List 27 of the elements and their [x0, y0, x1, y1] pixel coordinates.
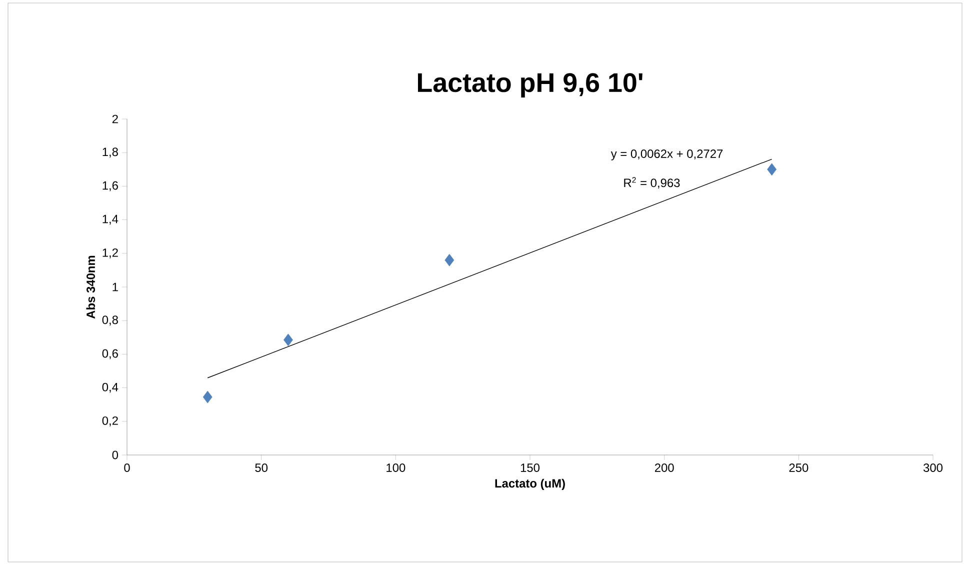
y-tick-label: 1,8: [102, 148, 118, 158]
x-tick-label: 0: [124, 464, 130, 472]
y-tick-label: 1,4: [102, 214, 118, 225]
y-tick-label: 0,8: [102, 316, 118, 326]
y-tick-label: 1: [112, 282, 118, 292]
y-tick-label: 1,2: [102, 248, 118, 258]
y-tick-label: 0,2: [102, 416, 118, 426]
y-tick-label: 2: [112, 114, 118, 124]
x-tick-label: 200: [654, 464, 674, 472]
point: [284, 334, 293, 346]
y-tick-label: 0,6: [102, 349, 118, 360]
x-tick-label: 150: [520, 464, 540, 472]
y-axis-title: Abs 340nm: [86, 256, 96, 319]
point: [444, 254, 454, 266]
annotation: R$^{2}$ = 0,963: [624, 177, 680, 189]
y-tick-label: 0: [112, 450, 118, 460]
x-tick-label: 250: [789, 464, 808, 472]
x-axis-title: Lactato (uM): [495, 478, 565, 490]
chart-title: Lactato pH 9,6 10': [418, 73, 642, 98]
point: [767, 163, 777, 176]
x-tick-label: 300: [923, 464, 943, 472]
x-tick-label: 50: [255, 464, 268, 472]
point: [202, 390, 212, 404]
y-tick-label: 1,6: [102, 181, 118, 192]
annotation: y = 0,0062x + 0,2727: [610, 150, 723, 160]
x-tick-label: 100: [386, 464, 406, 472]
y-tick-label: 0,4: [102, 382, 118, 393]
